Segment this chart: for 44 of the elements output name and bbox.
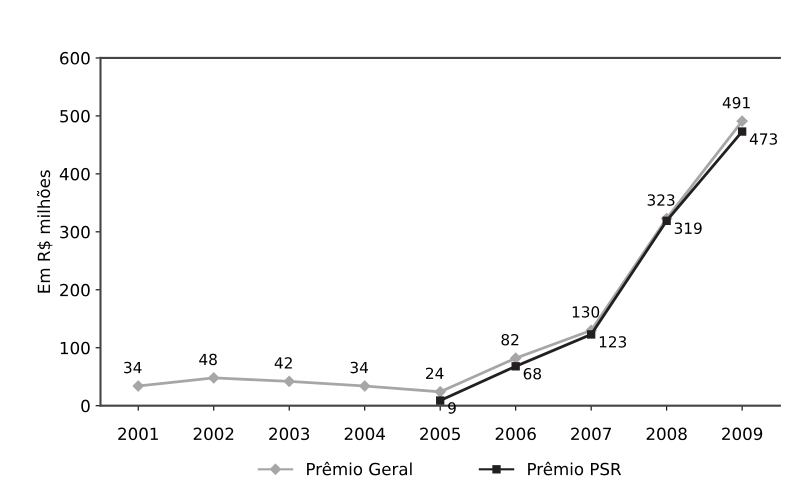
- y-tick-label: 100: [60, 342, 90, 354]
- y-tick-label: 500: [60, 110, 90, 122]
- point: [284, 376, 295, 387]
- data-label: 323: [648, 194, 674, 206]
- point: [736, 116, 748, 127]
- x-tick-label: 2001: [118, 428, 158, 440]
- data-label: 130: [572, 306, 600, 318]
- point: [359, 380, 370, 392]
- point: [434, 386, 446, 398]
- x-tick-label: 2002: [194, 428, 234, 440]
- point: [132, 380, 144, 392]
- y-axis-title: Em R$ milhões: [36, 170, 52, 293]
- point: [436, 396, 444, 405]
- legend-label: Prêmio PSR: [528, 462, 622, 476]
- point: [512, 362, 520, 370]
- x-tick-label: 2004: [344, 428, 385, 440]
- point: [662, 216, 671, 225]
- y-tick-label: 300: [60, 226, 90, 238]
- x-tick-label: 2009: [722, 428, 762, 440]
- data-label: 24: [426, 368, 444, 379]
- y-tick-label: 400: [60, 168, 90, 180]
- data-label: 123: [600, 336, 626, 348]
- data-label: 82: [501, 334, 518, 346]
- data-label: 491: [722, 96, 750, 108]
- data-label: 68: [524, 368, 542, 380]
- data-label: 34: [350, 362, 368, 374]
- x-tick-label: 2008: [646, 428, 687, 440]
- data-label: 473: [750, 133, 778, 145]
- y-tick-label: 0: [81, 400, 90, 412]
- legend-label: Prêmio Geral: [307, 462, 412, 476]
- point: [586, 330, 596, 339]
- x-tick-label: 2007: [571, 428, 611, 440]
- data-label: 42: [274, 357, 292, 368]
- point: [208, 372, 220, 384]
- point: [510, 352, 522, 364]
- x-tick-label: 2006: [496, 428, 536, 440]
- data-label: 34: [124, 362, 142, 374]
- y-tick-label: 600: [60, 52, 90, 65]
- data-label: 48: [199, 354, 217, 366]
- x-tick-label: 2005: [420, 428, 460, 440]
- point: [738, 127, 746, 136]
- data-label: 319: [674, 222, 702, 234]
- y-tick-label: 200: [60, 284, 90, 296]
- x-tick-label: 2003: [269, 428, 310, 440]
